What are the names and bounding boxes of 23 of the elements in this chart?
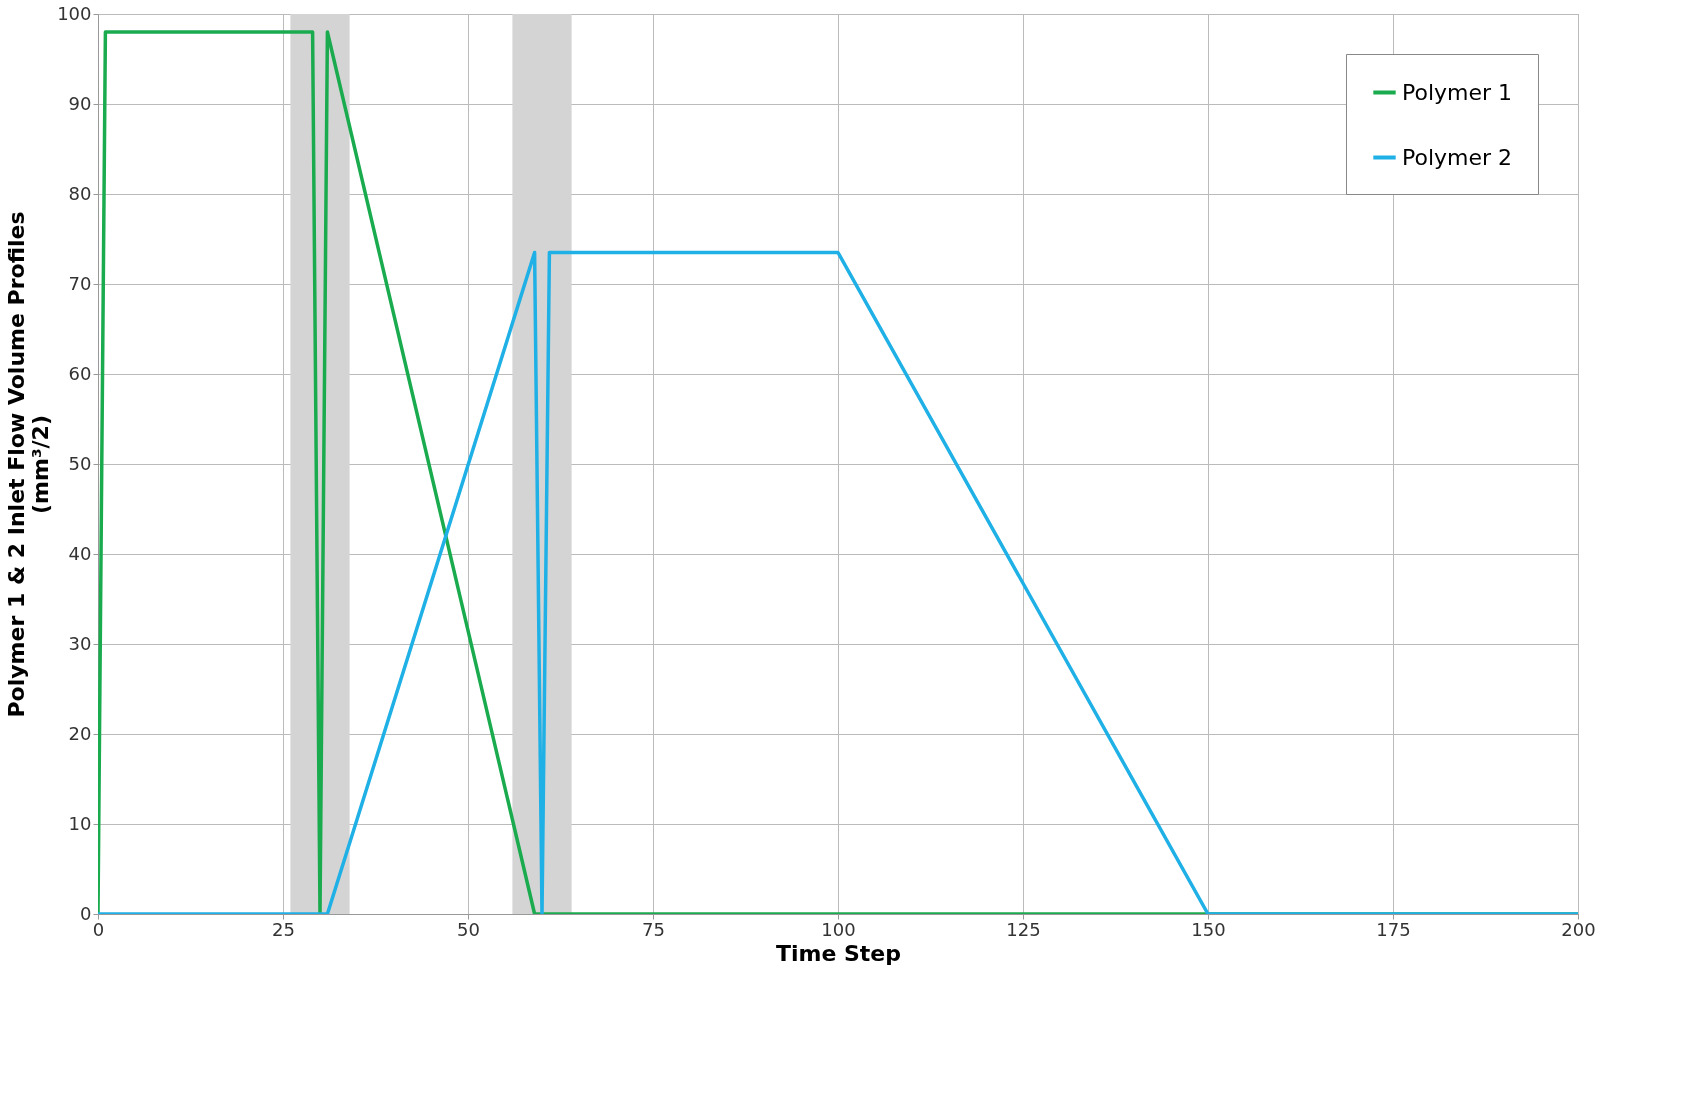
y-axis-title: Polymer 1 & 2 Inlet Flow Volume Profiles (mm³/2) xyxy=(4,211,54,718)
y-tick-label: 80 xyxy=(68,182,92,204)
y-tick-label: 30 xyxy=(68,632,92,654)
x-tick-label: 200 xyxy=(1561,918,1596,940)
x-tick-label: 150 xyxy=(1191,918,1226,940)
y-tick-label: 100 xyxy=(57,2,92,24)
legend-label: Polymer 1 xyxy=(1402,79,1513,105)
y-tick-label: 0 xyxy=(80,902,92,924)
x-tick-label: 25 xyxy=(272,918,295,940)
y-tick-label: 60 xyxy=(68,362,92,384)
y-tick-label: 10 xyxy=(68,812,92,834)
x-tick-label: 125 xyxy=(1006,918,1041,940)
x-tick-label: 75 xyxy=(642,918,665,940)
y-tick-label: 70 xyxy=(68,272,92,294)
y-tick-label: 40 xyxy=(68,542,92,564)
x-tick-label: 175 xyxy=(1376,918,1411,940)
legend-label: Polymer 2 xyxy=(1402,144,1513,170)
x-tick-label: 50 xyxy=(457,918,480,940)
y-tick-label: 50 xyxy=(68,452,92,474)
y-tick-label: 90 xyxy=(68,92,92,114)
y-tick-label: 20 xyxy=(68,722,92,744)
x-axis-title: Time Step xyxy=(775,940,902,966)
x-tick-label: 100 xyxy=(821,918,856,940)
